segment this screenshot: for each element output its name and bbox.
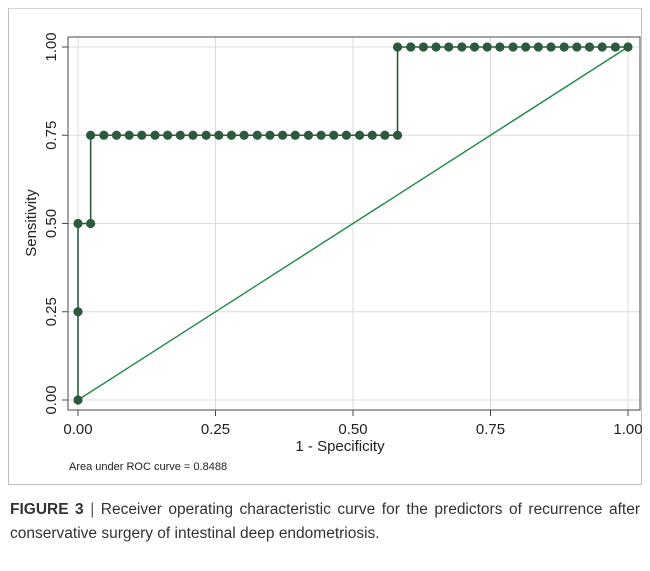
auc-annotation: Area under ROC curve = 0.8488	[69, 461, 227, 473]
roc-point	[163, 130, 173, 140]
roc-curve-layer	[73, 42, 633, 405]
roc-chart: 0.00 0.25 0.50 0.75 1.00 0.00 0.25 0.50 0.75 1.0…	[23, 32, 643, 473]
roc-point	[495, 42, 505, 52]
figure-frame-top	[8, 8, 642, 9]
roc-point	[392, 130, 403, 140]
x-tick-label: 1.00	[613, 421, 642, 438]
y-axis-label: Sensitivity	[23, 189, 40, 257]
roc-point	[508, 42, 518, 52]
roc-point	[239, 130, 249, 140]
roc-point	[303, 130, 314, 140]
roc-point	[214, 130, 224, 140]
caption-label: FIGURE 3	[10, 501, 84, 518]
roc-point	[137, 130, 147, 140]
roc-point	[252, 130, 262, 140]
caption-separator: |	[90, 501, 95, 518]
roc-point	[341, 130, 351, 140]
roc-point	[188, 130, 198, 140]
roc-point	[316, 130, 326, 140]
roc-point	[444, 42, 454, 52]
x-axis-label: 1 - Specificity	[295, 438, 385, 455]
y-tick-label: 1.00	[43, 32, 60, 61]
reference-line	[77, 46, 629, 401]
roc-point	[265, 130, 275, 140]
y-tick-label: 0.25	[43, 297, 60, 326]
x-tick-label: 0.00	[63, 421, 92, 438]
x-tick-label: 0.25	[201, 421, 230, 438]
roc-point	[482, 42, 492, 52]
roc-point	[86, 130, 96, 140]
roc-point	[392, 42, 403, 52]
y-tick-label: 0.75	[43, 121, 60, 150]
x-tick-label: 0.50	[338, 421, 367, 438]
roc-point	[597, 42, 607, 52]
roc-point	[610, 42, 620, 52]
roc-point	[521, 42, 531, 52]
roc-point	[290, 130, 300, 140]
roc-point	[201, 130, 211, 140]
roc-point	[73, 307, 83, 317]
roc-point	[469, 42, 480, 52]
roc-point	[150, 130, 160, 140]
roc-point	[355, 130, 365, 140]
roc-point	[226, 130, 237, 140]
roc-point	[175, 130, 185, 140]
roc-point	[380, 130, 390, 140]
reference-line-layer	[77, 46, 629, 401]
roc-point	[457, 42, 467, 52]
roc-point	[584, 42, 595, 52]
roc-point	[623, 42, 633, 52]
caption-text: Receiver operating characteristic curve …	[10, 501, 641, 542]
y-axis-ticks: 0.00 0.25 0.50 0.75 1.00	[43, 32, 68, 415]
figure-caption: FIGURE 3 | Receiver operating characteri…	[10, 498, 640, 546]
roc-point	[406, 42, 416, 52]
roc-point	[99, 130, 109, 140]
roc-point	[86, 218, 96, 229]
roc-point	[418, 42, 428, 52]
roc-point	[111, 130, 122, 140]
figure-frame	[8, 8, 642, 485]
roc-point	[431, 42, 441, 52]
roc-point	[329, 130, 339, 140]
roc-point	[572, 42, 582, 52]
roc-point	[278, 130, 288, 140]
x-axis-ticks: 0.00 0.25 0.50 0.75 1.00	[63, 410, 643, 438]
roc-point	[546, 42, 556, 52]
roc-point	[367, 130, 377, 140]
roc-point	[124, 130, 134, 140]
roc-point	[533, 42, 543, 52]
y-tick-label: 0.50	[43, 209, 60, 238]
y-tick-label: 0.00	[43, 385, 60, 414]
roc-point	[73, 218, 83, 229]
roc-point	[73, 395, 83, 405]
roc-point	[559, 42, 569, 52]
x-tick-label: 0.75	[476, 421, 505, 438]
